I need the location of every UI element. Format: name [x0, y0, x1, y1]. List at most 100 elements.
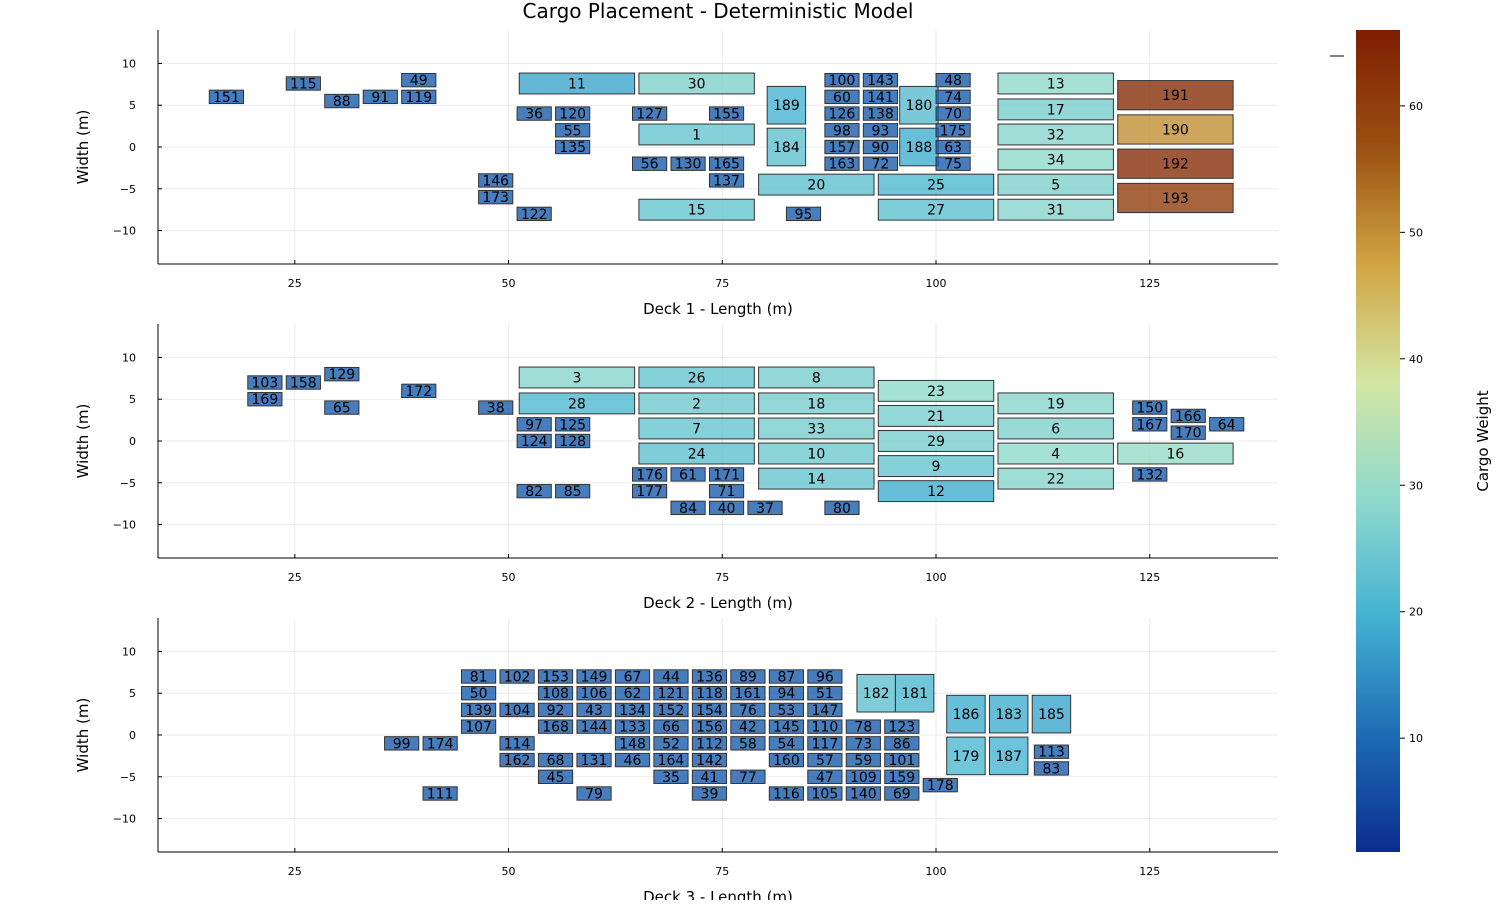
cargo-rect — [537, 752, 574, 768]
cargo-rect — [824, 106, 860, 121]
cargo-label: 117 — [812, 736, 839, 752]
cargo-label: 11 — [568, 76, 586, 92]
cargo-rect — [862, 156, 899, 171]
cargo-label: 30 — [688, 76, 706, 92]
cargo-label: 185 — [1038, 707, 1065, 723]
cargo-rect — [730, 686, 766, 701]
cargo-label: 67 — [624, 670, 642, 686]
cargo-label: 151 — [213, 90, 240, 106]
cargo-rect — [638, 198, 755, 221]
cargo-rect — [807, 769, 843, 784]
cargo-label: 107 — [465, 720, 492, 736]
cargo-label: 58 — [739, 736, 757, 752]
cargo-rect — [768, 669, 804, 684]
cargo-rect — [516, 206, 552, 222]
cargo-label: 127 — [636, 107, 663, 123]
cargo-label: 33 — [807, 421, 825, 437]
y-tick-label: −5 — [120, 183, 136, 196]
cargo-label: 51 — [816, 686, 834, 702]
cargo-label: 70 — [944, 107, 962, 123]
cargo-label: 40 — [718, 501, 736, 517]
cargo-rect — [691, 736, 728, 751]
cargo-label: 59 — [854, 753, 872, 769]
cargo-label: 156 — [696, 720, 723, 736]
cargo-rect — [555, 123, 591, 138]
cargo-rect — [730, 769, 766, 784]
cargo-label: 31 — [1047, 203, 1065, 219]
cargo-rect — [884, 786, 920, 801]
cargo-rect — [766, 85, 807, 125]
cargo-label: 78 — [854, 720, 872, 736]
cargo-label: 178 — [927, 778, 954, 794]
cargo-label: 100 — [829, 73, 856, 89]
cargo-rect — [768, 702, 804, 718]
cargo-rect — [807, 669, 843, 684]
cargo-label: 182 — [863, 686, 890, 702]
cargo-label: 150 — [1136, 401, 1163, 417]
cargo-label: 29 — [927, 434, 945, 450]
cargo-rect — [638, 392, 755, 415]
cargo-rect — [884, 719, 920, 734]
cargo-label: 173 — [482, 190, 509, 206]
colorbar-tick-label: 10 — [1409, 732, 1423, 745]
cargo-items: 81 102 153 149 67 44 136 89 87 96 50 108 106 62 121 118… — [384, 669, 1072, 803]
x-tick-label: 100 — [926, 865, 947, 878]
colorbar-label: Cargo Weight — [1474, 390, 1492, 491]
cargo-rect — [1033, 761, 1070, 776]
cargo-rect — [766, 127, 807, 167]
cargo-label: 46 — [624, 753, 642, 769]
cargo-label: 95 — [795, 207, 813, 223]
cargo-rect — [1117, 442, 1234, 465]
cargo-label: 93 — [872, 123, 890, 139]
cargo-rect — [691, 669, 728, 684]
cargo-label: 113 — [1038, 745, 1065, 761]
x-tick-label: 50 — [502, 277, 516, 290]
cargo-label: 111 — [427, 787, 454, 803]
cargo-rect — [862, 106, 899, 121]
cargo-label: 184 — [773, 140, 800, 156]
cargo-label: 147 — [812, 703, 839, 719]
cargo-rect — [614, 719, 651, 734]
cargo-rect — [894, 673, 935, 713]
y-axis-label: Width (m) — [74, 110, 92, 185]
cargo-rect — [1132, 467, 1168, 482]
cargo-label: 191 — [1162, 88, 1189, 104]
cargo-label: 133 — [619, 720, 646, 736]
cargo-rect — [461, 686, 497, 701]
cargo-rect — [946, 736, 986, 776]
cargo-label: 141 — [867, 90, 894, 106]
y-tick-label: −5 — [120, 771, 136, 784]
y-tick-label: 10 — [122, 645, 136, 658]
cargo-label: 168 — [542, 720, 569, 736]
cargo-label: 96 — [816, 670, 834, 686]
cargo-label: 186 — [953, 707, 980, 723]
cargo-label: 183 — [995, 707, 1022, 723]
cargo-label: 138 — [867, 107, 894, 123]
cargo-rect — [730, 702, 766, 718]
cargo-label: 172 — [405, 384, 432, 400]
cargo-rect — [670, 156, 706, 171]
cargo-label: 140 — [850, 787, 877, 803]
cargo-rect — [478, 400, 514, 415]
cargo-label: 175 — [940, 123, 967, 139]
cargo-rect — [614, 669, 651, 684]
cargo-label: 87 — [777, 670, 795, 686]
cargo-rect — [1033, 744, 1070, 759]
cargo-rect — [247, 392, 283, 407]
cargo-rect — [708, 467, 745, 482]
cargo-label: 9 — [932, 459, 941, 475]
cargo-label: 174 — [427, 736, 454, 752]
cargo-rect — [997, 123, 1114, 146]
cargo-label: 89 — [739, 670, 757, 686]
cargo-rect — [824, 500, 860, 516]
cargo-rect — [877, 198, 995, 221]
cargo-rect — [988, 694, 1029, 734]
cargo-rect — [824, 123, 860, 138]
cargo-label: 52 — [662, 736, 680, 752]
cargo-rect — [845, 736, 881, 751]
cargo-rect — [899, 85, 939, 125]
x-tick-label: 75 — [715, 571, 729, 584]
cargo-label: 145 — [773, 720, 800, 736]
cargo-rect — [997, 72, 1114, 95]
cargo-rect — [638, 417, 755, 440]
